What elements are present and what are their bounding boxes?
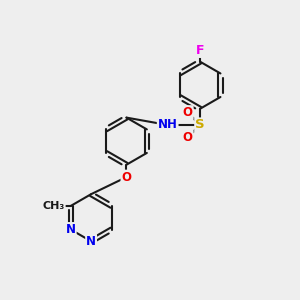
Text: S: S [195, 118, 205, 131]
Text: F: F [196, 44, 204, 57]
Text: O: O [183, 106, 193, 119]
Text: O: O [122, 171, 131, 184]
Text: CH₃: CH₃ [43, 201, 65, 211]
Text: NH: NH [158, 118, 178, 131]
Text: O: O [183, 131, 193, 144]
Text: N: N [66, 223, 76, 236]
Text: N: N [86, 235, 96, 248]
